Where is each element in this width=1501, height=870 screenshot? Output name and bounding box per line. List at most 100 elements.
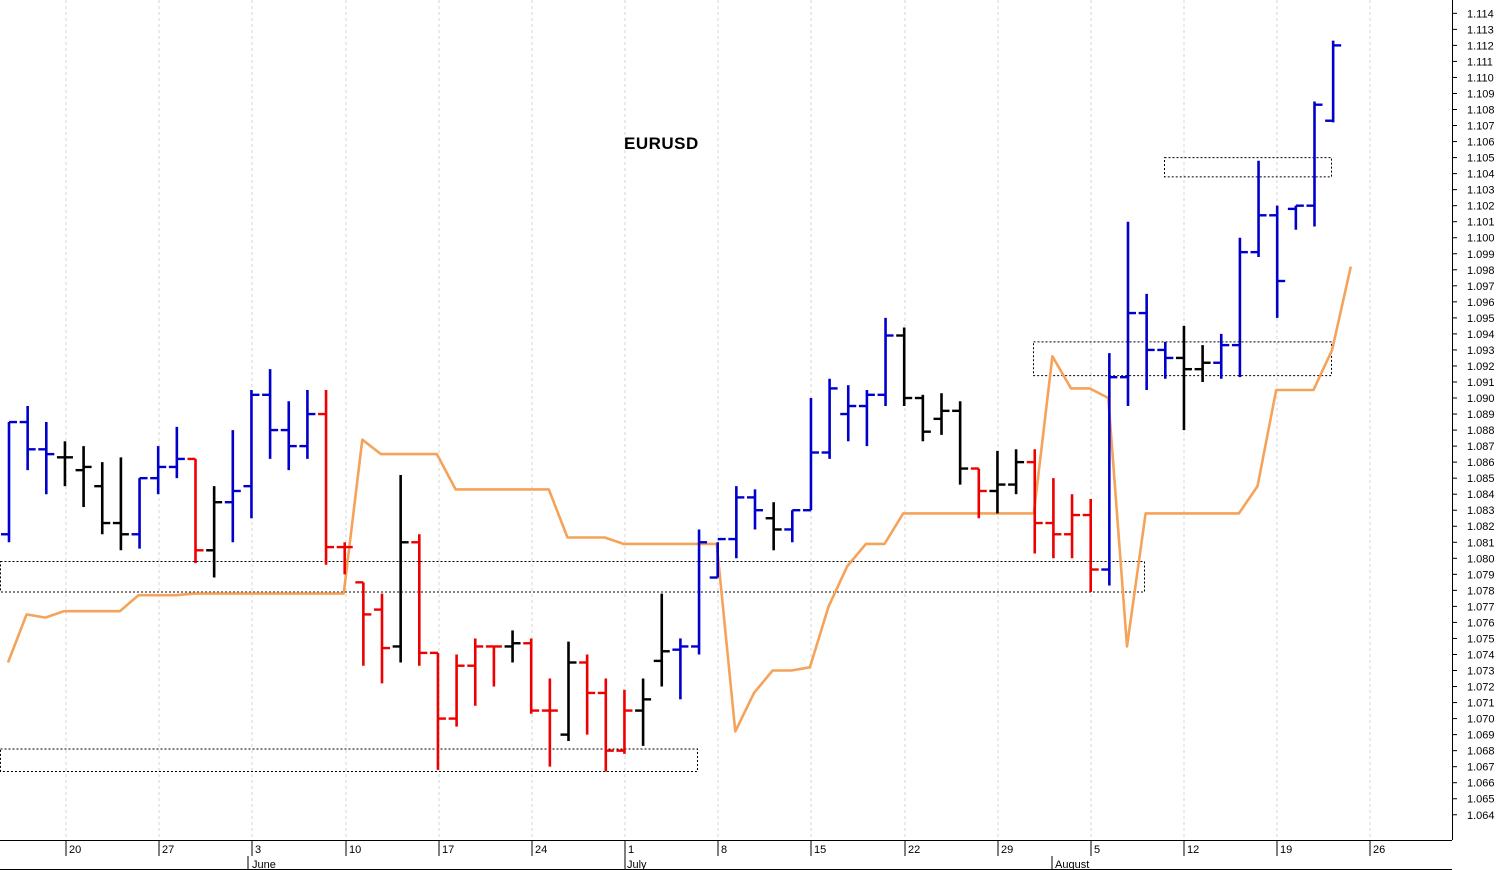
ohlc-bar-59 <box>1101 353 1118 586</box>
ohlc-bar-39 <box>728 486 745 559</box>
ohlc-bar-47 <box>877 317 894 407</box>
ohlc-bar-5 <box>94 462 111 535</box>
indicator-line-layer <box>6 266 1353 733</box>
ohlc-bar-4 <box>75 446 92 508</box>
y-tick-label-5: 1.069 <box>1467 730 1495 742</box>
y-tick-label-21: 1.085 <box>1467 473 1495 485</box>
ohlc-bar-38 <box>709 537 726 579</box>
ohlc-bar-68 <box>1269 205 1286 318</box>
x-tick-label-4: 17 <box>442 844 454 856</box>
ohlc-bar-0 <box>1 420 17 543</box>
price-bars-layer <box>1 40 1342 772</box>
y-tick-label-41: 1.105 <box>1467 153 1495 165</box>
ohlc-bar-56 <box>1045 478 1062 559</box>
ohlc-bar-66 <box>1231 237 1248 378</box>
ohlc-bar-58 <box>1082 498 1099 592</box>
ohlc-bar-26 <box>485 645 502 687</box>
x-tick-label-14: 26 <box>1373 844 1385 856</box>
grid-layer <box>65 0 1371 840</box>
x-tick-label-8: 15 <box>814 844 826 856</box>
ohlc-bar-22 <box>411 534 428 666</box>
zone-box-2 <box>0 561 1145 593</box>
y-tick-label-33: 1.097 <box>1467 281 1495 293</box>
y-tick-label-49: 1.113 <box>1467 24 1494 36</box>
ohlc-bar-14 <box>262 369 279 459</box>
y-tick-label-32: 1.096 <box>1467 297 1495 309</box>
ohlc-bar-33 <box>616 689 633 754</box>
x-tick-label-5: 24 <box>535 844 547 856</box>
ohlc-bar-21 <box>392 474 409 663</box>
ohlc-bar-40 <box>747 489 763 530</box>
y-tick-label-29: 1.093 <box>1467 345 1495 357</box>
ohlc-bar-3 <box>56 441 73 487</box>
x-tick-label-3: 10 <box>349 844 361 856</box>
month-label-0: June <box>252 859 276 870</box>
x-tick-label-1: 27 <box>162 844 174 856</box>
y-tick-label-18: 1.082 <box>1467 521 1495 533</box>
ohlc-bar-2 <box>38 422 55 495</box>
ohlc-bar-48 <box>896 327 913 407</box>
ohlc-bar-57 <box>1064 494 1081 559</box>
y-tick-label-23: 1.087 <box>1467 441 1495 453</box>
ohlc-bar-44 <box>821 378 838 459</box>
ohlc-bar-55 <box>1026 449 1043 554</box>
y-tick-label-27: 1.091 <box>1467 377 1495 389</box>
y-tick-label-26: 1.090 <box>1467 393 1495 405</box>
ohlc-bar-35 <box>653 593 670 687</box>
y-tick-label-6: 1.070 <box>1467 714 1495 726</box>
x-tick-label-10: 29 <box>1001 844 1013 856</box>
x-tick-label-0: 20 <box>69 844 81 856</box>
ohlc-bar-64 <box>1194 345 1211 382</box>
ohlc-bar-34 <box>635 678 652 746</box>
ohlc-bar-10 <box>187 457 204 564</box>
ohlc-bar-53 <box>989 450 1006 514</box>
ohlc-bar-52 <box>970 467 987 519</box>
support-resistance-zones <box>0 157 1332 772</box>
ohlc-bar-71 <box>1325 40 1342 123</box>
x-tick-label-11: 5 <box>1094 844 1100 856</box>
ohlc-bar-42 <box>784 509 801 543</box>
ohlc-bar-31 <box>579 654 596 735</box>
ohlc-bar-25 <box>467 638 484 706</box>
ohlc-bar-70 <box>1306 101 1323 227</box>
ohlc-bar-27 <box>504 630 521 663</box>
ohlc-bar-1 <box>19 406 36 471</box>
ohlc-bar-36 <box>672 638 689 700</box>
y-tick-label-7: 1.071 <box>1467 698 1495 710</box>
ohlc-bar-13 <box>243 390 260 519</box>
ohlc-bar-67 <box>1250 160 1267 257</box>
ohlc-bar-20 <box>374 593 390 684</box>
y-tick-label-40: 1.104 <box>1467 169 1495 181</box>
ohlc-bar-63 <box>1175 325 1192 431</box>
ohlc-bar-54 <box>1008 449 1025 495</box>
y-tick-label-35: 1.099 <box>1467 249 1495 261</box>
ohlc-bar-69 <box>1287 204 1304 230</box>
y-tick-label-48: 1.112 <box>1467 40 1494 52</box>
y-tick-label-30: 1.094 <box>1467 329 1495 341</box>
x-tick-label-7: 8 <box>721 844 727 856</box>
ohlc-bar-18 <box>336 542 353 575</box>
zone-box-1 <box>1164 157 1332 178</box>
y-tick-label-3: 1.067 <box>1467 762 1495 774</box>
y-tick-label-42: 1.106 <box>1467 137 1495 149</box>
ohlc-bar-30 <box>560 641 577 742</box>
y-tick-label-19: 1.083 <box>1467 505 1495 517</box>
y-tick-label-15: 1.079 <box>1467 569 1495 581</box>
ohlc-bar-49 <box>914 394 931 442</box>
y-tick-label-0: 1.064 <box>1467 810 1495 822</box>
x-tick-label-9: 22 <box>908 844 920 856</box>
ohlc-bar-62 <box>1157 341 1174 379</box>
y-tick-label-38: 1.102 <box>1467 201 1495 213</box>
y-tick-label-46: 1.110 <box>1467 72 1494 84</box>
y-tick-label-13: 1.077 <box>1467 601 1495 613</box>
ohlc-bar-32 <box>597 678 614 772</box>
y-tick-label-45: 1.109 <box>1467 88 1495 100</box>
y-tick-label-37: 1.101 <box>1467 217 1495 229</box>
ohlc-bar-23 <box>429 651 446 770</box>
y-tick-label-28: 1.092 <box>1467 361 1495 373</box>
ohlc-bar-45 <box>840 385 857 442</box>
y-tick-label-11: 1.075 <box>1467 633 1495 645</box>
ohlc-bar-9 <box>168 426 185 479</box>
